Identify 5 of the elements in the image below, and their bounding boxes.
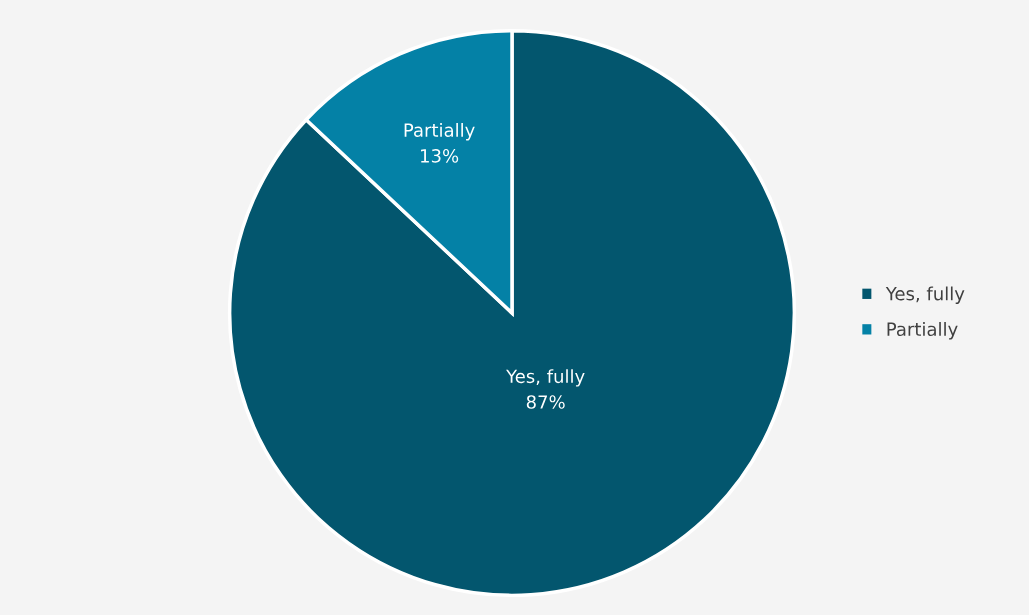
data-label: Partially 13% [404,122,475,163]
pie-slice [227,28,797,598]
legend-label: Yes, fully [885,286,965,304]
data-label: Yes, fully 87% [506,369,585,409]
legend-label: Partially [887,322,958,340]
